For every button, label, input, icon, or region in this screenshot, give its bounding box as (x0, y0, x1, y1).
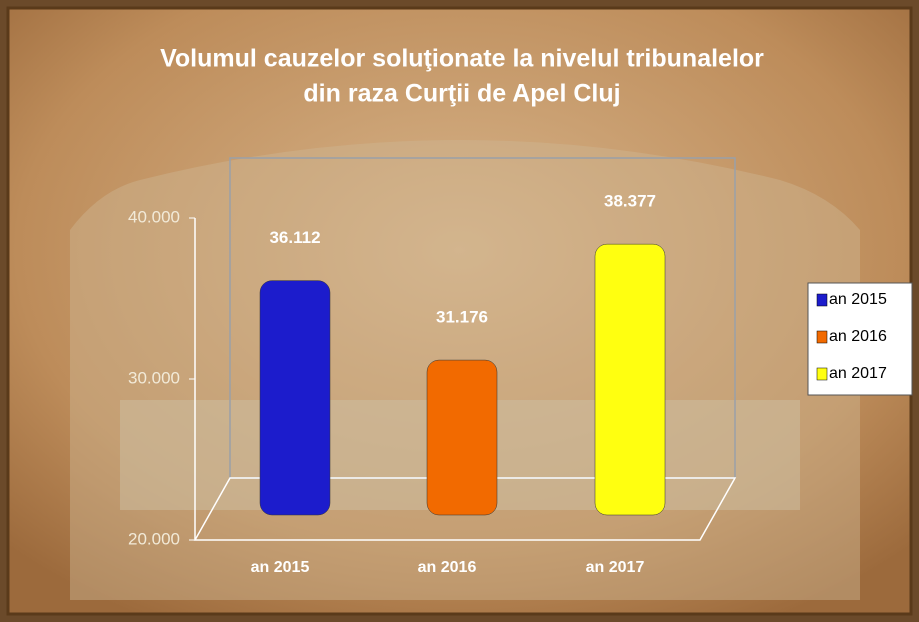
y-tick-label: 40.000 (128, 207, 180, 226)
bar (426, 359, 498, 516)
chart-title: Volumul cauzelor soluţionate la nivelul … (160, 45, 764, 73)
chart-title: din raza Curţii de Apel Cluj (303, 80, 620, 108)
bar (259, 280, 331, 516)
x-tick-label: an 2016 (418, 559, 477, 576)
legend-swatch (816, 330, 828, 344)
legend-label: an 2015 (829, 291, 887, 308)
bar (594, 243, 666, 516)
x-tick-label: an 2015 (251, 559, 310, 576)
y-tick-label: 20.000 (128, 529, 180, 548)
legend-label: an 2016 (829, 328, 887, 345)
y-tick-label: 30.000 (128, 368, 180, 387)
value-label: 36.112 (269, 228, 320, 247)
value-label: 31.176 (436, 308, 488, 327)
legend-swatch (816, 367, 828, 381)
legend-swatch (816, 293, 828, 307)
legend-label: an 2017 (829, 365, 887, 382)
floor (193, 477, 737, 541)
value-label: 38.377 (604, 192, 656, 211)
x-tick-label: an 2017 (586, 559, 645, 576)
